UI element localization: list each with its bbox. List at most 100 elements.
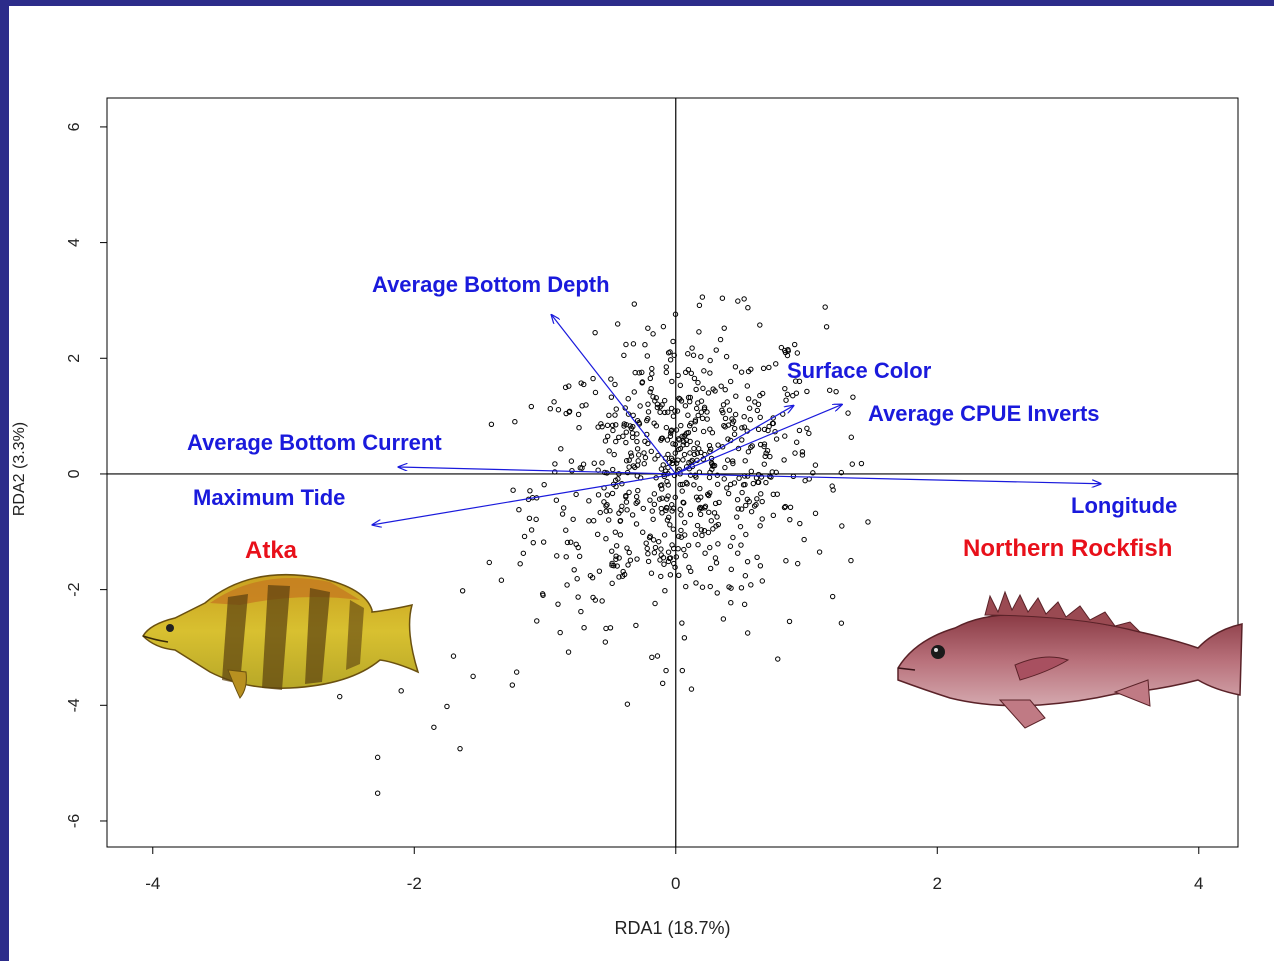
sample-point — [655, 452, 661, 459]
sample-point — [660, 554, 667, 561]
sample-point — [680, 442, 686, 448]
species-label-northern-rockfish: Northern Rockfish — [963, 535, 1173, 562]
sample-point — [823, 324, 830, 330]
sample-point — [696, 329, 702, 335]
sample-point — [552, 461, 558, 467]
sample-point — [796, 427, 803, 434]
sample-point — [742, 573, 749, 579]
sample-point — [687, 511, 694, 518]
sample-point — [648, 448, 654, 455]
sample-point — [691, 482, 697, 488]
sample-point — [741, 296, 747, 302]
arrow-label-maximum-tide: Maximum Tide — [193, 485, 346, 510]
sample-point — [661, 397, 668, 404]
sample-point — [725, 490, 732, 497]
sample-point — [562, 384, 569, 391]
sample-point — [604, 502, 610, 508]
sample-point — [670, 441, 676, 447]
sample-point — [661, 561, 667, 567]
sample-point — [766, 423, 772, 430]
sample-point — [698, 449, 704, 456]
sample-point — [617, 532, 624, 538]
sample-point — [565, 649, 572, 655]
sample-point — [592, 389, 599, 396]
sample-point — [645, 325, 651, 331]
sample-point — [734, 497, 741, 503]
slide-frame-left — [0, 0, 9, 961]
sample-point — [759, 578, 765, 584]
sample-point — [719, 444, 726, 450]
sample-point — [623, 439, 629, 446]
sample-point — [672, 494, 678, 501]
sample-point — [698, 353, 704, 360]
sample-point — [668, 455, 675, 462]
sample-point — [723, 353, 730, 360]
sample-point — [672, 311, 679, 317]
sample-point — [659, 680, 666, 687]
sample-point — [730, 460, 736, 467]
sample-point — [568, 539, 574, 545]
sample-point — [767, 453, 773, 460]
sample-point — [676, 446, 682, 453]
sample-point — [649, 654, 655, 661]
x-axis-label: RDA1 (18.7%) — [614, 918, 731, 938]
sample-point — [621, 571, 628, 578]
sample-point — [604, 492, 611, 498]
sample-point — [670, 338, 676, 345]
sample-point — [609, 422, 616, 428]
sample-point — [613, 406, 619, 412]
sample-point — [848, 434, 854, 440]
sample-point — [757, 563, 764, 569]
sample-point — [687, 450, 693, 456]
sample-point — [578, 380, 584, 386]
sample-point — [596, 568, 603, 574]
sample-point — [431, 724, 437, 730]
sample-point — [727, 481, 734, 488]
sample-point — [632, 369, 638, 376]
sample-point — [634, 438, 640, 445]
sample-point — [679, 481, 686, 488]
arrow-label-surface-color: Surface Color — [787, 358, 932, 383]
sample-point — [697, 485, 703, 492]
biplot-arrow — [675, 406, 794, 475]
biplot-arrow — [399, 467, 676, 475]
sample-point — [769, 420, 776, 427]
sample-point — [722, 464, 728, 471]
sample-point — [712, 388, 718, 394]
sample-point — [685, 367, 692, 373]
sample-point — [640, 505, 646, 512]
sample-point — [637, 403, 643, 409]
sample-point — [692, 531, 699, 538]
sample-point — [658, 546, 664, 552]
sample-point — [721, 476, 727, 482]
sample-point — [586, 498, 592, 504]
sample-point — [450, 653, 457, 659]
sample-point — [682, 369, 689, 376]
sample-point — [728, 566, 735, 573]
sample-point — [656, 496, 663, 502]
sample-point — [623, 429, 629, 435]
sample-point — [675, 457, 681, 463]
sample-point — [563, 410, 569, 417]
sample-point — [782, 385, 788, 392]
sample-point — [666, 555, 673, 561]
sample-point — [590, 594, 596, 601]
sample-point — [688, 686, 695, 692]
sample-point — [633, 521, 640, 527]
sample-point — [674, 408, 681, 414]
sample-point — [649, 365, 655, 372]
sample-point — [676, 437, 682, 443]
sample-point — [653, 395, 659, 401]
sample-point — [581, 625, 587, 631]
sample-point — [728, 585, 734, 591]
northern-rockfish-icon — [897, 590, 1243, 729]
sample-point — [682, 403, 689, 409]
sample-point — [694, 522, 701, 529]
sample-point — [632, 464, 638, 471]
sample-point — [701, 368, 707, 374]
y-tick-label: 6 — [66, 122, 83, 131]
sample-point — [669, 508, 675, 514]
sample-point — [677, 481, 683, 488]
sample-point — [663, 364, 670, 370]
sample-point — [576, 425, 582, 431]
